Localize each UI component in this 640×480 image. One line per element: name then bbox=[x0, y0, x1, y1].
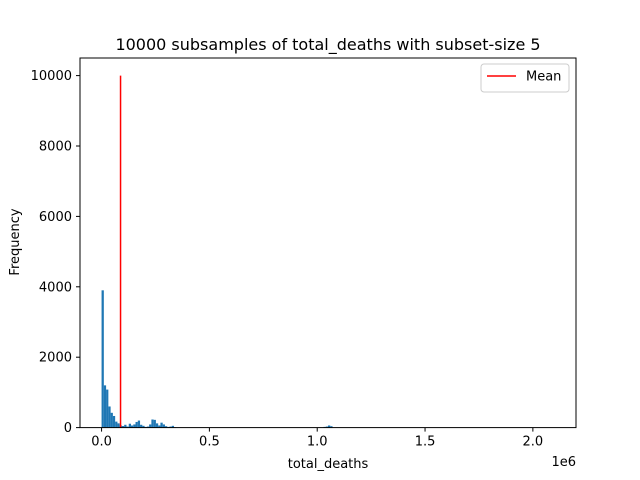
y-tick-label: 4000 bbox=[39, 280, 72, 295]
histogram-bar bbox=[103, 385, 107, 428]
histogram-bar bbox=[108, 406, 111, 428]
histogram-bar bbox=[121, 426, 125, 428]
histogram-bar bbox=[149, 424, 152, 428]
histogram-bar bbox=[133, 424, 136, 428]
y-tick-label: 10000 bbox=[31, 69, 72, 84]
y-tick-label: 6000 bbox=[39, 210, 72, 225]
histogram-bar bbox=[124, 424, 127, 428]
histogram-bar bbox=[115, 421, 118, 428]
x-axis-ticks: 0.0 0.5 1.0 1.5 2.0 bbox=[91, 427, 544, 450]
histogram-bar bbox=[153, 419, 156, 428]
histogram-bar bbox=[151, 419, 154, 428]
histogram-bar bbox=[162, 424, 165, 428]
histogram-bar bbox=[101, 290, 104, 428]
y-tick-label: 0 bbox=[64, 421, 72, 436]
histogram-bar bbox=[164, 426, 168, 428]
histogram-bar bbox=[155, 423, 159, 428]
plot-frame bbox=[79, 57, 577, 429]
y-tick-label: 8000 bbox=[39, 140, 72, 155]
histogram-bar bbox=[131, 425, 134, 428]
histogram-bar bbox=[117, 423, 120, 428]
x-axis-label: total_deaths bbox=[288, 457, 369, 472]
histogram-bar bbox=[128, 423, 132, 428]
histogram-bar bbox=[110, 412, 113, 428]
y-tick-label: 2000 bbox=[39, 351, 72, 366]
histogram-bar bbox=[169, 426, 172, 428]
histogram-bar bbox=[112, 415, 116, 428]
histogram-bar bbox=[330, 426, 333, 428]
histogram-bar bbox=[171, 425, 175, 428]
histogram-bar bbox=[135, 421, 138, 428]
histogram-bar bbox=[146, 426, 150, 428]
histogram-bar bbox=[140, 424, 143, 428]
x-tick-label: 0.0 bbox=[91, 435, 112, 450]
legend-mean-label: Mean bbox=[526, 70, 561, 85]
x-axis-offset-label: 1e6 bbox=[551, 455, 576, 470]
histogram-bar bbox=[142, 425, 145, 428]
histogram-bars bbox=[101, 290, 333, 428]
chart-title: 10000 subsamples of total_deaths with su… bbox=[115, 35, 540, 55]
x-tick-label: 1.5 bbox=[415, 435, 436, 450]
histogram-bar bbox=[137, 420, 141, 428]
legend: Mean bbox=[480, 63, 570, 93]
histogram-bar bbox=[126, 426, 129, 428]
histogram-bar bbox=[328, 425, 331, 428]
y-axis-ticks: 0 2000 4000 6000 8000 10000 bbox=[31, 69, 80, 436]
x-tick-label: 2.0 bbox=[523, 435, 544, 450]
histogram-bar bbox=[160, 422, 163, 428]
x-tick-label: 0.5 bbox=[199, 435, 220, 450]
histogram-bar bbox=[106, 389, 109, 428]
histogram-bar bbox=[325, 426, 328, 428]
legend-box bbox=[480, 63, 570, 93]
histogram-bar bbox=[158, 425, 161, 428]
y-axis-label: Frequency bbox=[8, 208, 23, 275]
x-tick-label: 1.0 bbox=[307, 435, 328, 450]
